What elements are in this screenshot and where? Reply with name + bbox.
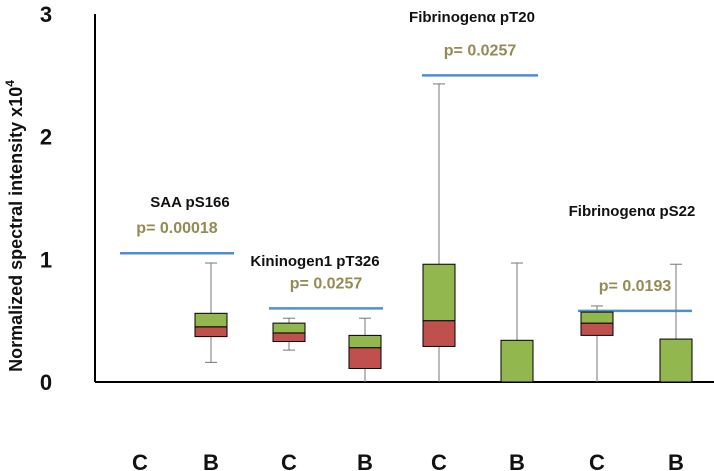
box-lower <box>348 347 382 370</box>
group-label: Fibrinogenα pS22 <box>569 203 696 220</box>
x-category-label: C <box>132 450 148 471</box>
box <box>659 263 693 383</box>
box <box>500 262 534 383</box>
y-axis: 0 1 2 3 <box>40 2 714 395</box>
x-category-label: C <box>281 450 297 471</box>
box-group: Kininogen1 pT326 p= 0.0257 <box>250 253 383 382</box>
box <box>422 83 456 382</box>
box-upper <box>659 338 693 383</box>
box <box>580 305 614 382</box>
box-upper <box>500 339 534 383</box>
box <box>348 317 382 382</box>
box-upper <box>348 334 382 349</box>
y-axis-title: Normalized spectral intensity x104 <box>3 80 26 372</box>
p-value-label: p= 0.0257 <box>444 42 517 59</box>
box-lower <box>580 322 614 336</box>
box-group: Fibrinogenα pT20 p= 0.0257 <box>409 9 538 383</box>
box-upper <box>422 263 456 322</box>
group-label: Fibrinogenα pT20 <box>409 9 535 26</box>
box-upper <box>272 322 306 334</box>
box-group: Fibrinogenα pS22 p= 0.0193 <box>569 203 696 383</box>
y-tick-label: 3 <box>40 2 52 27</box>
p-value-label: p= 0.00018 <box>136 220 218 237</box>
box-lower <box>272 332 306 343</box>
x-category-label: B <box>357 450 373 471</box>
y-axis-exponent: 4 <box>3 80 17 87</box>
y-tick-label: 2 <box>40 125 52 150</box>
group-label: SAA pS166 <box>150 194 229 211</box>
x-category-label: B <box>668 450 684 471</box>
y-tick-label: 1 <box>40 247 52 272</box>
box <box>194 262 228 363</box>
x-category-label: B <box>509 450 525 471</box>
box-upper <box>194 312 228 328</box>
box-upper <box>580 311 614 324</box>
box-lower <box>422 320 456 347</box>
group-label: Kininogen1 pT326 <box>250 253 379 270</box>
p-value-label: p= 0.0257 <box>290 275 363 292</box>
y-tick-label: 0 <box>40 370 52 395</box>
y-axis-title-text: Normalized spectral intensity x10 <box>6 87 26 372</box>
x-category-label: C <box>589 450 605 471</box>
box-lower <box>194 326 228 338</box>
plot-area: SAA pS166 p= 0.00018 Kininogen1 pT326 p= 0.… <box>120 9 696 383</box>
box-group: SAA pS166 p= 0.00018 <box>120 194 234 363</box>
p-value-label: p= 0.0193 <box>599 278 672 295</box>
x-category-label: B <box>203 450 219 471</box>
box <box>272 317 306 351</box>
x-category-label: C <box>431 450 447 471</box>
